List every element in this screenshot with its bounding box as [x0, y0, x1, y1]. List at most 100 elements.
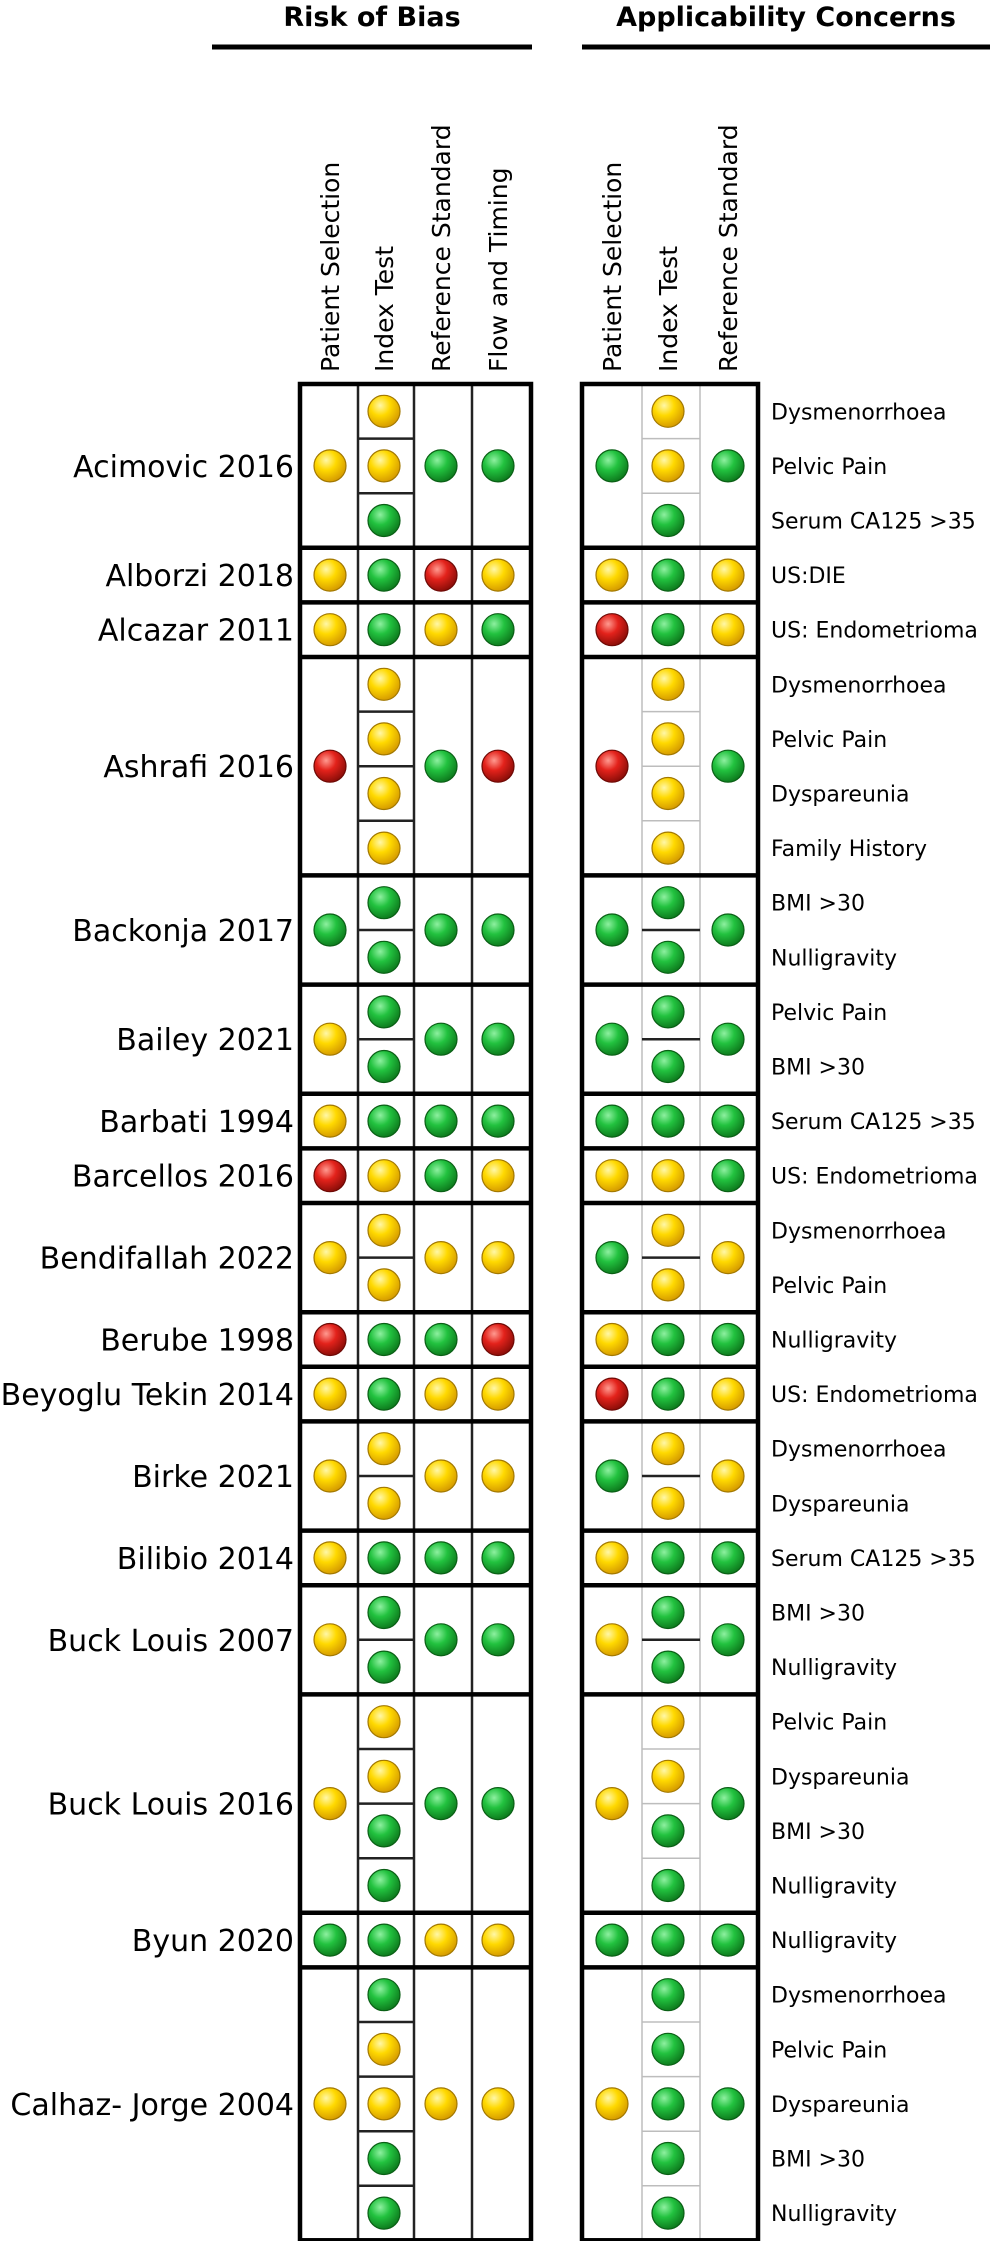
app-patient-selection-dot — [595, 1104, 629, 1138]
app-index-test-dot — [651, 1049, 685, 1084]
rob-index-test-dot — [367, 1104, 401, 1138]
rob-index-test-dot — [367, 1432, 401, 1466]
group-title: Applicability Concerns — [616, 2, 956, 33]
app-patient-selection-dot — [595, 1377, 629, 1411]
app-index-test-dot — [651, 1759, 685, 1793]
app-reference-standard-dot — [711, 1623, 745, 1657]
rob-index-test-dot — [367, 394, 401, 428]
rob-flow-timing-dot — [481, 613, 515, 647]
app-index-test-dot — [651, 1814, 685, 1848]
study-label: Bailey 2021 — [116, 1023, 294, 1058]
factor-label: Nulligravity — [771, 2202, 897, 2227]
rob-index-test-dot — [367, 940, 401, 974]
app-index-test-dot — [651, 2087, 685, 2121]
rob-reference-standard-dot — [424, 913, 458, 947]
factor-label: Dyspareunia — [771, 1492, 909, 1517]
app-reference-standard-dot — [711, 1159, 745, 1193]
factor-label: Nulligravity — [771, 1929, 897, 1954]
rob-flow-timing-dot — [481, 1240, 515, 1275]
study-label: Barbati 1994 — [99, 1105, 294, 1140]
app-index-test-dot — [651, 940, 685, 974]
rob-patient-selection-dot — [313, 1923, 347, 1957]
study-label: Alcazar 2011 — [98, 614, 294, 649]
rob-flow-timing-dot — [481, 449, 515, 483]
rob-flow-timing-dot — [481, 1541, 515, 1575]
rob-index-test-dot — [367, 1868, 401, 1903]
rob-flow-timing-dot — [481, 558, 515, 592]
study-label: Bilibio 2014 — [117, 1542, 294, 1577]
rob-index-test-dot — [367, 1705, 401, 1739]
app-patient-selection-dot — [595, 1322, 629, 1357]
app-index-test-dot — [651, 995, 685, 1029]
study-label: Backonja 2017 — [72, 914, 294, 949]
app-index-test-dot — [651, 2196, 685, 2230]
app-reference-standard-dot — [711, 749, 745, 783]
rob-flow-timing-dot — [481, 1377, 515, 1411]
app-index-test-dot — [651, 722, 685, 756]
rob-index-test-dot — [367, 1049, 401, 1084]
study-label: Calhaz- Jorge 2004 — [10, 2088, 294, 2123]
rob-flow-timing-dot — [481, 2087, 515, 2121]
app-reference-standard-dot — [711, 613, 745, 647]
rob-reference-standard-dot — [424, 2087, 458, 2121]
rob-reference-standard-dot — [424, 613, 458, 647]
applicability-table-border — [579, 381, 761, 2241]
rob-index-test-dot — [367, 2141, 401, 2176]
study-label: Byun 2020 — [132, 1924, 294, 1959]
rob-index-test-dot — [367, 1159, 401, 1193]
rob-patient-selection-dot — [313, 1322, 347, 1357]
app-index-test-dot — [651, 1486, 685, 1520]
rob-reference-standard-dot — [424, 1022, 458, 1056]
factor-label: US: Endometrioma — [771, 1383, 978, 1408]
factor-label: Pelvic Pain — [771, 728, 887, 753]
app-reference-standard-dot — [711, 1923, 745, 1957]
factor-label: Nulligravity — [771, 1329, 897, 1354]
rob-patient-selection-dot — [313, 449, 347, 483]
study-label: Berube 1998 — [100, 1324, 294, 1359]
app-index-test-dot — [651, 1268, 685, 1302]
factor-label: Dysmenorrhoea — [771, 1984, 947, 2009]
factor-label: BMI >30 — [771, 1820, 865, 1845]
factor-label: Family History — [771, 837, 927, 862]
app-patient-selection-dot — [595, 1240, 629, 1275]
column-label: Patient Selection — [316, 162, 345, 372]
factor-label: Nulligravity — [771, 946, 897, 971]
rob-patient-selection-dot — [313, 1240, 347, 1275]
app-patient-selection-dot — [595, 558, 629, 592]
factor-label: Dysmenorrhoea — [771, 400, 947, 425]
factor-label: Pelvic Pain — [771, 2038, 887, 2063]
app-index-test-dot — [651, 613, 685, 647]
app-index-test-dot — [651, 2032, 685, 2066]
app-patient-selection-dot — [595, 749, 629, 783]
rob-patient-selection-dot — [313, 1104, 347, 1138]
rob-reference-standard-dot — [424, 1159, 458, 1193]
app-reference-standard-dot — [711, 1240, 745, 1275]
rob-patient-selection-dot — [313, 613, 347, 647]
rob-index-test-dot — [367, 2032, 401, 2066]
app-patient-selection-dot — [595, 449, 629, 483]
app-patient-selection-dot — [595, 613, 629, 647]
factor-label: Pelvic Pain — [771, 1001, 887, 1026]
rob-reference-standard-dot — [424, 1623, 458, 1657]
study-label: Acimovic 2016 — [73, 450, 294, 485]
rob-index-test-dot — [367, 1978, 401, 2012]
rob-index-test-dot — [367, 1923, 401, 1957]
app-reference-standard-dot — [711, 1377, 745, 1411]
app-index-test-dot — [651, 1978, 685, 2012]
factor-label: BMI >30 — [771, 1602, 865, 1627]
app-index-test-dot — [651, 776, 685, 811]
study-label: Buck Louis 2007 — [48, 1624, 294, 1659]
rob-index-test-dot — [367, 995, 401, 1029]
factor-label: Dysmenorrhoea — [771, 1438, 947, 1463]
rob-index-test-dot — [367, 886, 401, 920]
app-reference-standard-dot — [711, 1541, 745, 1575]
factor-label: Pelvic Pain — [771, 455, 887, 480]
factor-label: US:DIE — [771, 564, 846, 589]
app-patient-selection-dot — [595, 1022, 629, 1056]
factor-label: Dyspareunia — [771, 2093, 909, 2118]
rob-reference-standard-dot — [424, 1541, 458, 1575]
rob-reference-standard-dot — [424, 1923, 458, 1957]
rob-reference-standard-dot — [424, 1322, 458, 1357]
rob-index-test-dot — [367, 558, 401, 592]
